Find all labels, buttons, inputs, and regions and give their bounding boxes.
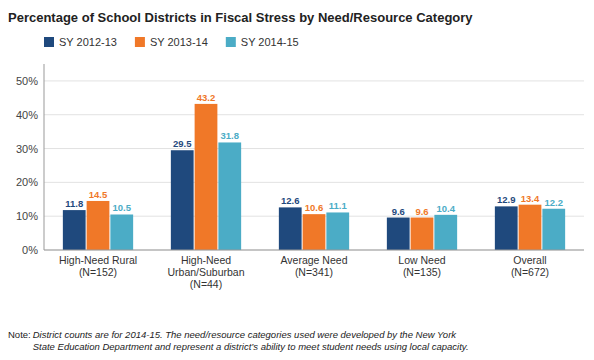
data-label: 9.6 (392, 206, 405, 217)
x-tick-label-line: Low Need (398, 254, 445, 266)
data-label: 10.5 (113, 202, 132, 213)
data-label: 9.6 (415, 206, 428, 217)
x-tick-label-line: Average Need (281, 254, 348, 266)
bar (411, 218, 434, 250)
legend-label: SY 2012-13 (59, 36, 117, 48)
data-label: 31.8 (221, 130, 240, 141)
data-labels: 11.8 29.5 12.6 9.6 12.9 14.5 43.2 10.6 9.6 13.4 10… (65, 92, 563, 217)
y-axis: 0% 10% 20% 30% 40% 50% (16, 64, 584, 256)
note: Note: District counts are for 2014-15. T… (8, 329, 469, 352)
note-prefix: Note: (8, 329, 31, 340)
y-tick-label: 20% (16, 176, 38, 188)
x-tick-label-line: (N=44) (190, 278, 222, 290)
bar (542, 209, 565, 250)
y-tick-label: 0% (22, 244, 38, 256)
data-label: 12.2 (545, 197, 564, 208)
x-tick-label: High-Need Rural(N=152) (59, 254, 137, 278)
grid-line (44, 182, 584, 183)
grid-line (44, 250, 584, 251)
x-tick-label: Low Need(N=135) (398, 254, 445, 278)
data-label: 12.6 (281, 195, 300, 206)
y-tick-label: 10% (16, 210, 38, 222)
bar (519, 205, 542, 250)
legend-swatch (44, 37, 54, 47)
x-tick-label-line: High-Need Rural (59, 254, 137, 266)
grid-line (44, 114, 584, 115)
note-line: State Education Department and represent… (33, 341, 469, 352)
y-axis-line (44, 64, 45, 250)
data-label: 13.4 (521, 193, 540, 204)
bars (63, 104, 565, 250)
x-tick-label: Average Need(N=341) (281, 254, 348, 278)
x-tick-label-line: (N=672) (511, 266, 549, 278)
x-tick-label-line: (N=135) (403, 266, 441, 278)
grid-line (44, 80, 584, 81)
data-label: 11.1 (329, 200, 348, 211)
bar (303, 214, 326, 250)
bar (387, 218, 410, 250)
legend-label: SY 2013-14 (150, 36, 208, 48)
data-label: 10.4 (437, 203, 456, 214)
data-label: 10.6 (305, 202, 324, 213)
x-tick-label-line: (N=152) (79, 266, 117, 278)
note-line: District counts are for 2014-15. The nee… (33, 329, 458, 340)
x-axis: High-Need Rural(N=152) High-NeedUrban/Sub… (59, 254, 549, 290)
legend-label: SY 2014-15 (241, 36, 299, 48)
x-tick-label-line: Urban/Suburban (167, 266, 244, 278)
x-tick-label-line: High-Need (181, 254, 231, 266)
grid-line (44, 148, 584, 149)
x-tick-label-line: Overall (513, 254, 546, 266)
chart: Percentage of School Districts in Fiscal… (0, 0, 594, 360)
bar (279, 207, 302, 250)
data-label: 29.5 (173, 138, 192, 149)
title: Percentage of School Districts in Fiscal… (8, 10, 473, 25)
bar (195, 104, 218, 250)
bar (87, 201, 110, 250)
x-axis-line (44, 250, 584, 251)
y-tick-label: 30% (16, 143, 38, 155)
x-tick-label: Overall(N=672) (511, 254, 549, 278)
y-tick-label: 40% (16, 109, 38, 121)
x-tick-label: High-NeedUrban/Suburban(N=44) (167, 254, 244, 290)
note-body: District counts are for 2014-15. The nee… (33, 329, 469, 352)
bar (326, 212, 349, 250)
bar (434, 215, 457, 250)
bar (171, 150, 194, 250)
data-label: 43.2 (197, 92, 216, 103)
data-label: 12.9 (497, 194, 516, 205)
bar (63, 210, 86, 250)
data-label: 14.5 (89, 189, 108, 200)
legend-swatch (135, 37, 145, 47)
legend-swatch (226, 37, 236, 47)
x-tick-label-line: (N=341) (295, 266, 333, 278)
data-label: 11.8 (65, 198, 83, 209)
bar (110, 214, 133, 250)
y-tick-label: 50% (16, 75, 38, 87)
legend: SY 2012-13 SY 2013-14 SY 2014-15 (44, 36, 299, 48)
bar (495, 206, 518, 250)
bar (218, 142, 241, 250)
